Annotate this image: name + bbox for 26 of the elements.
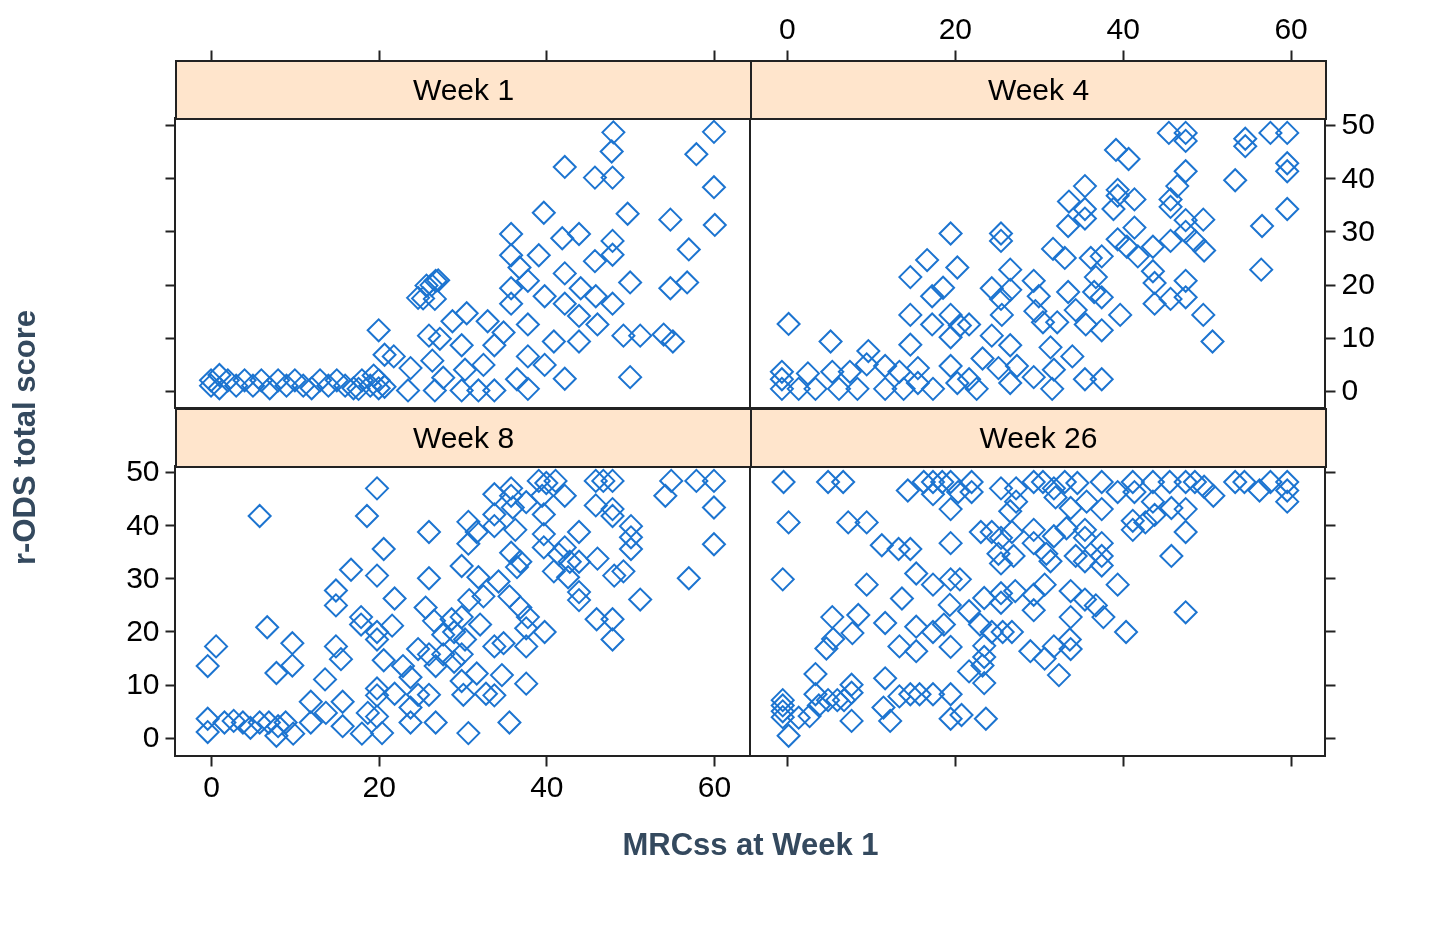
y-tick-label: 40 xyxy=(126,507,160,541)
header-strip: Week 4 xyxy=(750,60,1327,120)
y-tick-label: 30 xyxy=(1341,213,1375,247)
header-strip: Week 1 xyxy=(175,60,752,120)
y-tick-label: 0 xyxy=(1341,373,1359,407)
y-tick-label: 10 xyxy=(1341,320,1375,354)
x-axis-title: MRCss at Week 1 xyxy=(622,826,879,862)
x-tick-label: 60 xyxy=(697,769,732,803)
y-tick-label: 20 xyxy=(126,613,160,647)
x-tick-label: 60 xyxy=(1274,11,1308,45)
y-tick-label: 30 xyxy=(126,560,160,594)
x-tick-label: 40 xyxy=(1106,11,1140,45)
x-tick-label: 20 xyxy=(362,769,396,803)
y-tick-label: 0 xyxy=(142,720,160,754)
y-tick-label: 20 xyxy=(1341,267,1375,301)
y-tick-label: 50 xyxy=(126,454,160,488)
y-tick-label: 50 xyxy=(1341,107,1375,141)
header-strip: Week 8 xyxy=(175,408,752,468)
x-tick-label: 0 xyxy=(203,769,220,803)
y-tick-label: 10 xyxy=(126,667,160,701)
header-strip: Week 26 xyxy=(750,408,1327,468)
x-tick-label: 20 xyxy=(938,11,973,45)
x-tick-label: 0 xyxy=(779,11,796,45)
x-tick-label: 40 xyxy=(530,769,564,803)
y-tick-label: 40 xyxy=(1341,160,1375,194)
y-axis-title: r-ODS total score xyxy=(6,310,42,565)
